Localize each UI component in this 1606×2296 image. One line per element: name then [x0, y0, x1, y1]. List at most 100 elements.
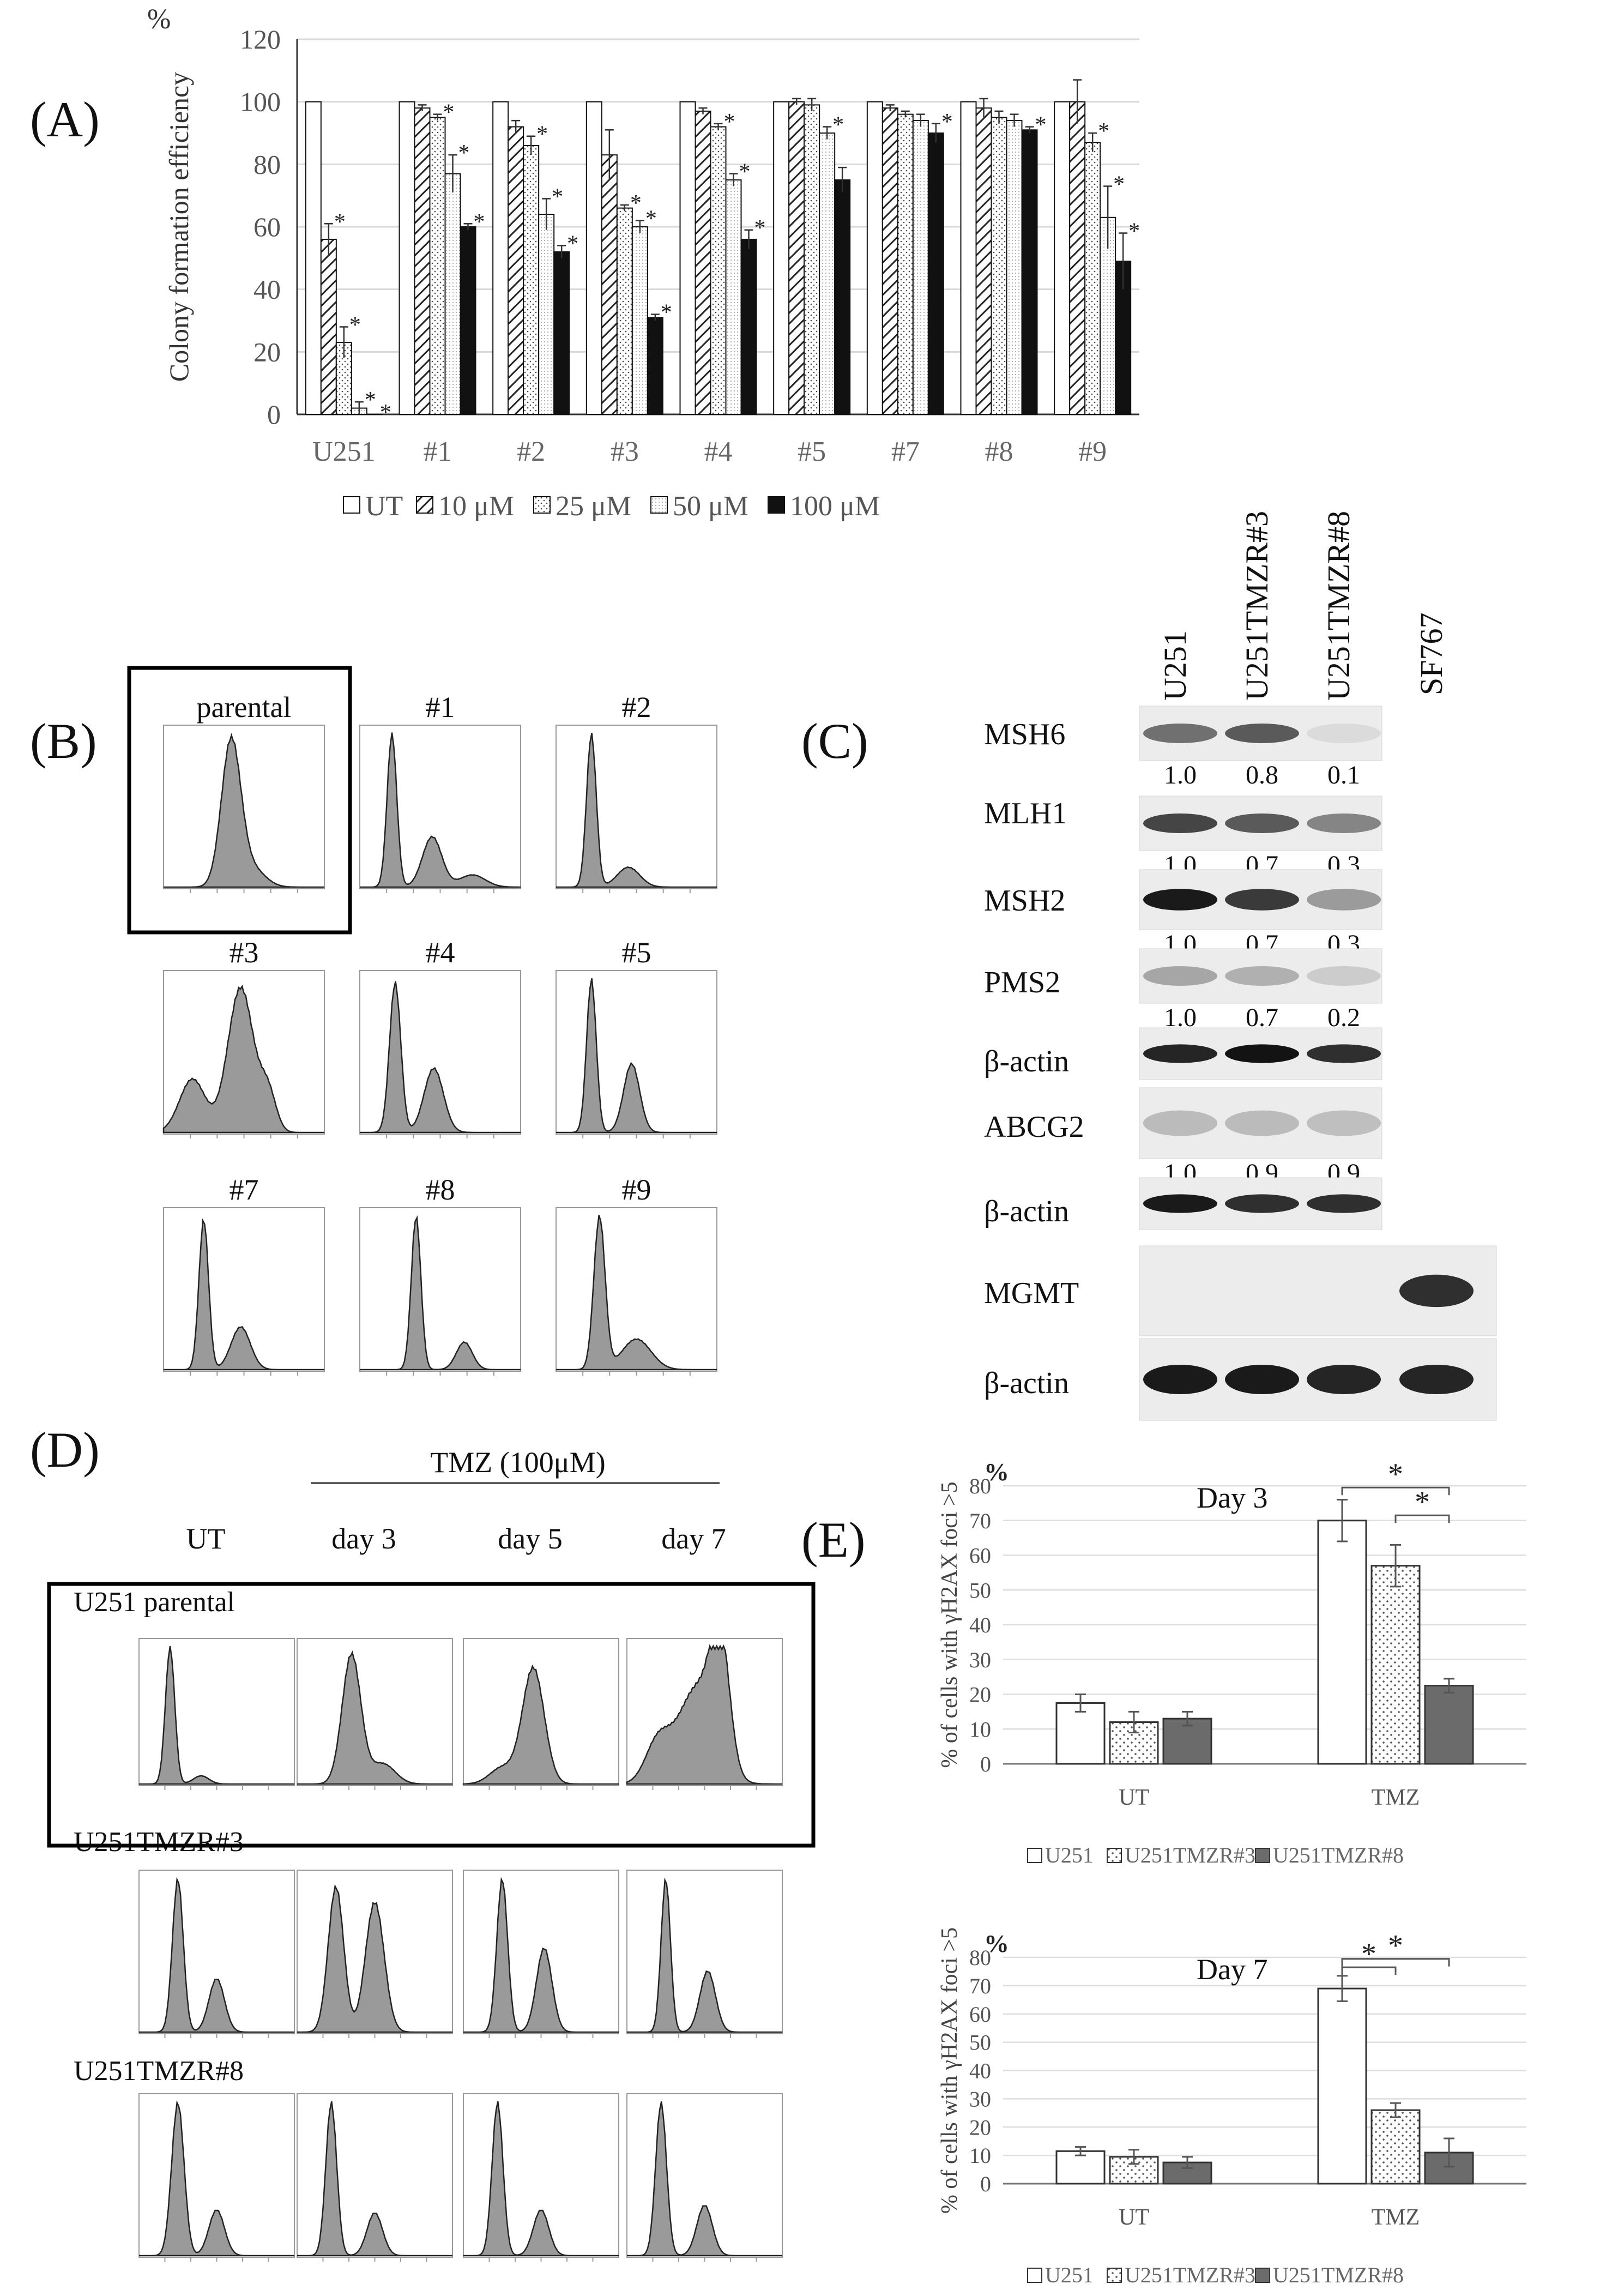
x-tick-label: #7 — [891, 436, 920, 467]
legend-swatch — [768, 496, 785, 514]
blot-row-label: β-actin — [984, 1045, 1069, 1078]
significance-mark: * — [458, 141, 470, 166]
x-tick-label: U251 — [312, 436, 376, 467]
significance-mark: * — [1388, 1929, 1403, 1963]
x-tick-label: #9 — [1078, 436, 1107, 467]
bar — [991, 117, 1007, 415]
row-label: U251TMZR#8 — [74, 2056, 244, 2087]
y-tick-label: 20 — [969, 2115, 991, 2140]
significance-mark: * — [380, 400, 391, 425]
y-tick-label: 50 — [969, 1578, 991, 1602]
bar — [773, 101, 790, 415]
column-label: UT — [186, 1522, 226, 1555]
y-axis-label: % of cells with γH2AX foci >5 — [937, 1927, 962, 2214]
blot-band — [1225, 1110, 1299, 1136]
chart-e-day7: 0 10 20 30 40 50 60 70 80% % of cells with γH2AX … — [937, 1927, 1526, 2287]
significance-mark: * — [1128, 219, 1140, 244]
histogram-title: #7 — [230, 1173, 259, 1206]
blot-row-label: ABCG2 — [984, 1110, 1084, 1144]
legend-label: 25 μM — [556, 491, 631, 522]
blot-band — [1307, 1365, 1381, 1394]
blot-band — [1307, 1194, 1381, 1213]
significance-mark: * — [1361, 1937, 1376, 1971]
significance-mark: * — [832, 113, 844, 138]
histogram-trace — [297, 1650, 452, 1785]
legend-label: 10 μM — [438, 491, 514, 522]
bar — [912, 120, 929, 415]
histogram-trace — [556, 1215, 717, 1371]
significance-mark: * — [1098, 119, 1109, 144]
y-tick-label: 20 — [253, 336, 281, 367]
chart-title: Day 3 — [1197, 1481, 1267, 1514]
x-tick-label: #4 — [704, 436, 733, 467]
x-tick-label: #2 — [517, 436, 545, 467]
bar — [679, 101, 696, 415]
histogram-trace — [556, 732, 717, 888]
bar — [616, 207, 633, 415]
bar — [1069, 101, 1086, 415]
y-tick-label: 30 — [969, 2087, 991, 2111]
band-quantification: 0.8 — [1246, 761, 1278, 790]
bar — [834, 179, 851, 415]
y-tick-label: 80 — [969, 1945, 991, 1970]
blot-band — [1143, 1194, 1217, 1213]
legend-swatch — [343, 496, 360, 514]
y-tick-label: 40 — [969, 2059, 991, 2083]
histogram-trace — [139, 1646, 294, 1785]
blot-band — [1225, 889, 1299, 911]
histogram-title: #2 — [622, 691, 651, 724]
blot-band — [1307, 724, 1381, 743]
legend-swatch — [1107, 2268, 1122, 2283]
bar — [1317, 1520, 1367, 1765]
bar — [960, 101, 977, 415]
column-label: day 7 — [661, 1522, 726, 1555]
lane-label: U251 — [1157, 630, 1193, 701]
histogram-trace — [360, 981, 521, 1134]
bar — [631, 226, 648, 415]
legend-swatch — [1107, 1848, 1122, 1863]
band-quantification: 0.2 — [1327, 1003, 1360, 1032]
significance-mark: * — [1388, 1457, 1403, 1491]
parental-highlight-box — [127, 666, 352, 935]
blot-band — [1225, 813, 1299, 833]
bar — [1021, 129, 1038, 415]
bar — [1424, 1685, 1474, 1765]
blot-band — [1143, 1365, 1217, 1394]
significance-mark: * — [1113, 172, 1125, 197]
bar — [695, 110, 711, 415]
bar — [444, 173, 461, 415]
histogram-panel-d: TMZ (100μM) UT day 3 day 5 day 7 U251 parenta… — [47, 1446, 816, 2262]
histogram-trace — [360, 732, 521, 888]
legend-label: 50 μM — [673, 491, 748, 522]
y-unit: % — [984, 1930, 1009, 1957]
band-quantification: 0.1 — [1327, 761, 1360, 790]
blot-row-label: PMS2 — [984, 966, 1060, 999]
histogram-title: #5 — [622, 936, 651, 969]
legend-swatch — [416, 496, 433, 514]
panel-letter-a: (A) — [30, 92, 100, 147]
bar — [740, 238, 757, 415]
x-tick-label: #1 — [424, 436, 452, 467]
histogram-trace — [626, 1644, 782, 1785]
histogram-title: #4 — [426, 936, 455, 969]
legend-label: UT — [365, 491, 403, 522]
bar — [725, 179, 742, 415]
blot-band — [1399, 1274, 1474, 1307]
y-unit: % — [984, 1458, 1009, 1486]
bar — [460, 226, 476, 415]
bar — [788, 101, 805, 415]
lane-label: U251TMZR#8 — [1321, 511, 1356, 701]
y-tick-label: 60 — [969, 1544, 991, 1568]
bar — [1370, 1565, 1421, 1765]
histogram-trace — [164, 1218, 324, 1371]
panel-letter-e: (E) — [801, 1512, 865, 1568]
blot-band — [1307, 1044, 1381, 1063]
blot-row-label: MLH1 — [984, 797, 1067, 830]
histogram-trace — [463, 2101, 619, 2257]
blot-band — [1225, 1044, 1299, 1063]
legend-label: U251 — [1045, 1843, 1094, 1867]
bar — [523, 144, 540, 415]
y-axis-label: % of cells with γH2AX foci >5 — [937, 1481, 962, 1768]
significance-mark: * — [1415, 1485, 1430, 1519]
significance-mark: * — [334, 209, 346, 234]
